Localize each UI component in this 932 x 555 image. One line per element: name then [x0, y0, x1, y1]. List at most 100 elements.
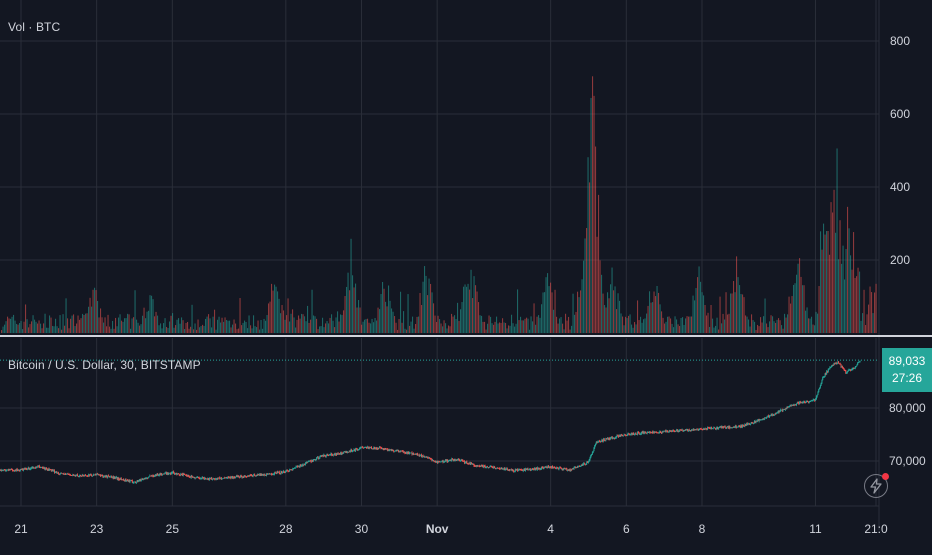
- volume-bar: [541, 304, 542, 333]
- volume-bar: [411, 322, 412, 333]
- volume-bar: [126, 318, 127, 333]
- volume-bar: [783, 329, 784, 333]
- volume-bar: [765, 298, 766, 333]
- volume-bar: [534, 303, 535, 333]
- volume-bar: [838, 259, 839, 333]
- price-candle: [404, 452, 405, 453]
- price-candle: [523, 470, 524, 471]
- price-candle: [295, 467, 296, 468]
- volume-bar: [219, 317, 220, 333]
- price-candle: [750, 424, 751, 425]
- volume-bar: [682, 317, 683, 333]
- volume-bar: [424, 266, 425, 333]
- volume-bar: [798, 264, 799, 333]
- volume-bar: [55, 319, 56, 333]
- volume-bar: [814, 325, 815, 333]
- volume-bar: [805, 311, 806, 333]
- price-candle: [507, 469, 508, 470]
- price-candle: [173, 472, 174, 474]
- volume-bar: [868, 305, 869, 333]
- volume-bar: [766, 324, 767, 333]
- volume-bar: [528, 319, 529, 333]
- last-price-value: 89,033: [889, 353, 926, 370]
- volume-bar: [135, 290, 136, 333]
- volume-bar: [829, 255, 830, 333]
- volume-bar: [558, 324, 559, 333]
- volume-bar: [306, 321, 307, 333]
- price-candle: [162, 475, 163, 476]
- volume-bar: [27, 319, 28, 333]
- volume-bar: [78, 316, 79, 333]
- price-candle: [460, 461, 461, 462]
- volume-bar: [439, 319, 440, 333]
- volume-bar: [408, 294, 409, 333]
- volume-bar: [85, 314, 86, 333]
- volume-bar: [816, 312, 817, 333]
- volume-bar: [279, 299, 280, 333]
- volume-bar: [831, 202, 832, 333]
- volume-bar: [223, 322, 224, 333]
- volume-bar: [628, 316, 629, 333]
- volume-bar: [510, 326, 511, 333]
- time-tick-label: 11: [809, 522, 822, 536]
- volume-bar: [502, 318, 503, 333]
- volume-bar: [828, 231, 829, 333]
- volume-bar: [844, 279, 845, 333]
- volume-bar: [849, 228, 850, 333]
- price-candle: [254, 475, 255, 476]
- volume-bar: [115, 318, 116, 333]
- volume-bar: [834, 190, 835, 333]
- volume-bar: [273, 291, 274, 333]
- volume-bar: [60, 315, 61, 333]
- volume-bar: [687, 316, 688, 333]
- volume-bar: [232, 325, 233, 333]
- volume-bar: [643, 319, 644, 333]
- price-pane-title: Bitcoin / U.S. Dollar, 30, BITSTAMP: [8, 358, 201, 372]
- volume-bar: [193, 329, 194, 333]
- lightning-icon[interactable]: [864, 474, 888, 498]
- volume-bar: [607, 292, 608, 333]
- volume-bar: [228, 321, 229, 333]
- volume-bar: [301, 314, 302, 333]
- volume-bar: [277, 291, 278, 333]
- volume-bar: [136, 320, 137, 333]
- volume-bar: [15, 321, 16, 333]
- volume-bar: [255, 326, 256, 333]
- volume-bar: [9, 318, 10, 333]
- volume-bar: [283, 310, 284, 333]
- volume-bar: [3, 327, 4, 333]
- volume-bar: [460, 309, 461, 333]
- price-candle: [358, 449, 359, 450]
- volume-bar: [624, 325, 625, 333]
- volume-bar: [511, 315, 512, 333]
- volume-bar: [274, 285, 275, 333]
- volume-bar: [111, 329, 112, 333]
- price-candle: [485, 466, 486, 467]
- volume-bar: [93, 290, 94, 333]
- volume-bar: [669, 316, 670, 333]
- volume-bar: [168, 328, 169, 333]
- volume-bar: [285, 320, 286, 333]
- price-candle: [743, 425, 744, 426]
- price-candle: [39, 466, 40, 467]
- volume-bar: [340, 314, 341, 333]
- volume-bar: [579, 297, 580, 333]
- volume-bar: [294, 317, 295, 333]
- volume-bar: [760, 317, 761, 333]
- volume-bar: [375, 318, 376, 333]
- price-candle: [817, 392, 818, 395]
- volume-bar: [177, 320, 178, 333]
- volume-bar: [472, 298, 473, 333]
- price-candle: [807, 401, 808, 402]
- price-candle: [823, 377, 824, 378]
- volume-bar: [837, 148, 838, 333]
- volume-bar: [508, 325, 509, 333]
- price-candle: [837, 363, 838, 364]
- volume-bar: [780, 320, 781, 333]
- volume-bar: [622, 317, 623, 333]
- volume-pane-title: Vol · BTC: [8, 20, 60, 34]
- volume-bar: [463, 287, 464, 333]
- volume-bar: [81, 318, 82, 333]
- volume-bar: [333, 321, 334, 333]
